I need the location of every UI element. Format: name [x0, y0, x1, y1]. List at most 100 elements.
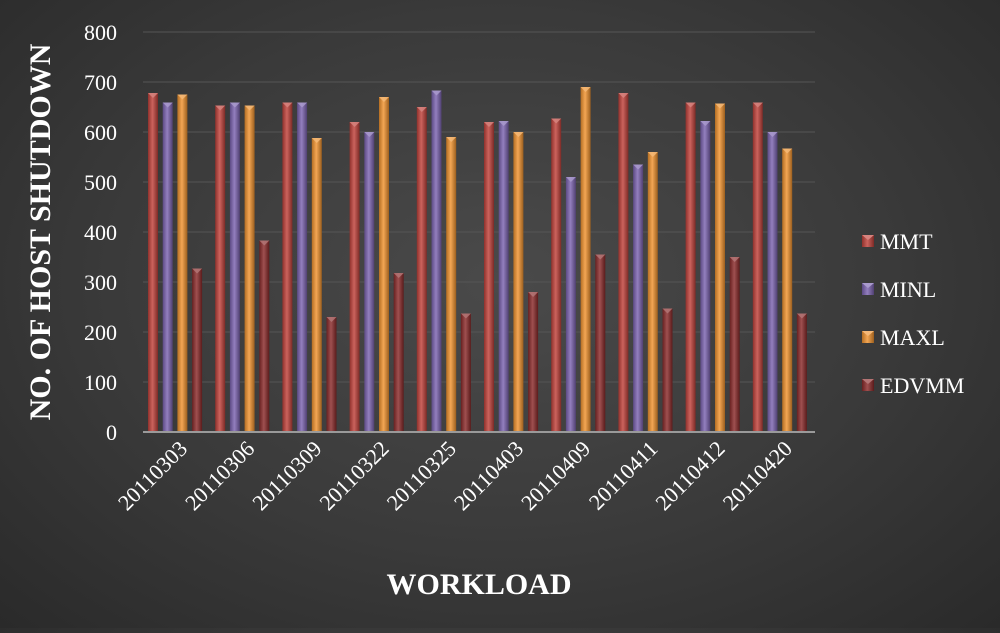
bar-edvmm-20110420: [796, 313, 807, 432]
legend-label-edvmm: EDVMM: [880, 373, 964, 398]
x-tick-label: 20110412: [650, 436, 729, 515]
bar-minl-20110420: [767, 132, 778, 432]
bar-maxl-20110411: [647, 152, 658, 432]
bar-edvmm-20110403: [528, 292, 539, 432]
bar-cap: [297, 102, 308, 108]
y-tick-label: 800: [84, 20, 117, 45]
bar-cap: [379, 97, 389, 102]
x-tick-label: 20110309: [247, 436, 326, 515]
legend-swatch-cap: [862, 331, 874, 336]
bar-cap: [177, 94, 188, 100]
legend-label-mmt: MMT: [880, 229, 933, 254]
bar-cap: [215, 105, 226, 111]
bar-cap: [364, 132, 375, 137]
bar-minl-20110409: [565, 177, 576, 432]
bar-minl-20110411: [633, 164, 644, 432]
bar-mmt-20110411: [618, 93, 629, 432]
legend-swatch-mmt: [862, 235, 874, 247]
bar-cap: [782, 148, 793, 154]
bar-cap: [244, 105, 255, 111]
bar-cap: [700, 121, 711, 126]
bar-maxl-20110322: [379, 97, 389, 432]
x-tick-label: 20110303: [113, 436, 192, 515]
y-tick-label: 200: [84, 320, 117, 345]
bar-cap: [662, 308, 673, 314]
bar-cap: [282, 102, 293, 108]
legend-label-minl: MINL: [880, 277, 936, 302]
x-tick-label: 20110411: [584, 436, 663, 515]
bar-maxl-20110306: [244, 105, 255, 432]
legend-label-maxl: MAXL: [880, 325, 945, 350]
bar-minl-20110303: [162, 102, 173, 432]
bar-edvmm-20110322: [393, 273, 404, 432]
bar-mmt-20110403: [484, 122, 494, 432]
bar-mmt-20110306: [215, 105, 226, 432]
bar-maxl-20110325: [446, 137, 457, 432]
bar-cap: [729, 257, 740, 262]
x-tick-label: 20110403: [449, 436, 528, 515]
bar-minl-20110306: [229, 102, 240, 432]
bar-cap: [162, 102, 173, 108]
bar-cap: [484, 122, 494, 127]
bars: [148, 87, 807, 432]
legend-swatch-cap: [862, 235, 874, 240]
bar-cap: [513, 132, 524, 137]
legend-swatch-edvmm: [862, 379, 874, 391]
bar-edvmm-20110411: [662, 308, 673, 432]
bar-cap: [528, 292, 539, 297]
y-axis-title: NO. OF HOST SHUTDOWN: [24, 43, 57, 420]
bar-mmt-20110412: [685, 102, 696, 432]
bar-edvmm-20110325: [460, 313, 471, 432]
bar-maxl-20110412: [715, 103, 725, 432]
bar-cap: [311, 138, 322, 143]
legend-swatch-maxl: [862, 331, 874, 343]
bar-cap: [752, 102, 763, 108]
bar-maxl-20110420: [782, 148, 793, 432]
bar-cap: [326, 317, 337, 322]
bar-mmt-20110325: [416, 107, 427, 432]
y-tick-label: 0: [106, 420, 117, 445]
bar-minl-20110412: [700, 121, 711, 432]
bar-minl-20110322: [364, 132, 375, 432]
bar-cap: [715, 103, 725, 109]
bar-minl-20110403: [498, 121, 509, 432]
bar-cap: [446, 137, 457, 142]
bar-mmt-20110309: [282, 102, 293, 432]
bar-cap: [580, 87, 591, 92]
bar-maxl-20110409: [580, 87, 591, 432]
y-tick-label: 400: [84, 220, 117, 245]
bar-edvmm-20110303: [192, 268, 203, 432]
bar-mmt-20110409: [551, 118, 562, 432]
legend-swatch-cap: [862, 379, 874, 384]
bar-cap: [647, 152, 658, 157]
legend-swatch-minl: [862, 283, 874, 295]
bar-edvmm-20110306: [259, 240, 270, 432]
bar-minl-20110309: [297, 102, 308, 432]
bar-cap: [685, 102, 696, 108]
bar-edvmm-20110412: [729, 257, 740, 432]
y-tick-label: 300: [84, 270, 117, 295]
x-tick-label: 20110306: [180, 436, 259, 515]
y-tick-label: 100: [84, 370, 117, 395]
bar-mmt-20110420: [752, 102, 763, 432]
bar-cap: [618, 93, 629, 98]
bar-cap: [633, 164, 644, 170]
x-tick-label: 20110420: [718, 436, 797, 515]
bar-cap: [192, 268, 203, 274]
legend: MMT MINL MAXL EDVMM: [862, 229, 964, 398]
x-axis-title: WORKLOAD: [386, 568, 571, 601]
y-tick-label: 600: [84, 120, 117, 145]
bar-mmt-20110303: [148, 93, 158, 432]
bar-cap: [431, 90, 442, 96]
bar-cap: [229, 102, 240, 108]
bar-cap: [796, 313, 807, 319]
bar-cap: [565, 177, 576, 182]
x-tick-label: 20110325: [382, 436, 461, 515]
bar-cap: [259, 240, 270, 246]
bar-maxl-20110403: [513, 132, 524, 432]
bar-maxl-20110303: [177, 94, 188, 432]
y-tick-label: 700: [84, 70, 117, 95]
bar-cap: [767, 132, 778, 137]
